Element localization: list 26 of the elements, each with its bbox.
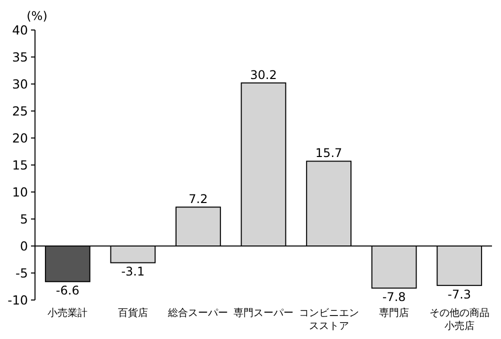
y-tick-label: 35 [12, 50, 28, 64]
data-label: 30.2 [250, 68, 277, 82]
y-tick-label: 30 [12, 76, 28, 92]
x-tick-label: 小売業計 [46, 307, 89, 320]
y-tick-label: 40 [12, 22, 28, 38]
y-tick-label: 25 [12, 104, 28, 118]
x-tick-label: 専門スーパー [232, 307, 294, 320]
data-label: -7.8 [382, 290, 406, 304]
y-tick-label: 0 [20, 238, 28, 254]
data-label: -6.6 [56, 284, 80, 298]
data-label: -7.3 [448, 287, 472, 302]
y-tick-label: -5 [16, 266, 28, 280]
x-tick-label: 百貨店 [116, 307, 149, 320]
y-tick-label: 10 [12, 184, 28, 200]
y-axis-title: (%) [26, 9, 48, 23]
data-label: 7.2 [188, 192, 208, 206]
y-tick-label: -10 [8, 292, 28, 308]
y-tick-label: 5 [20, 212, 28, 226]
data-label: -3.1 [121, 264, 145, 279]
y-tick-label: 15 [12, 158, 28, 172]
data-label: 15.7 [315, 146, 342, 160]
x-tick-label: 総合スーパー [167, 307, 230, 320]
y-tick-label: 20 [12, 130, 28, 146]
x-tick-label: 専門店 [378, 307, 410, 320]
x-tick-label: コンビニエンスストア [298, 307, 360, 333]
x-tick-label: その他の商品小売店 [428, 307, 490, 333]
